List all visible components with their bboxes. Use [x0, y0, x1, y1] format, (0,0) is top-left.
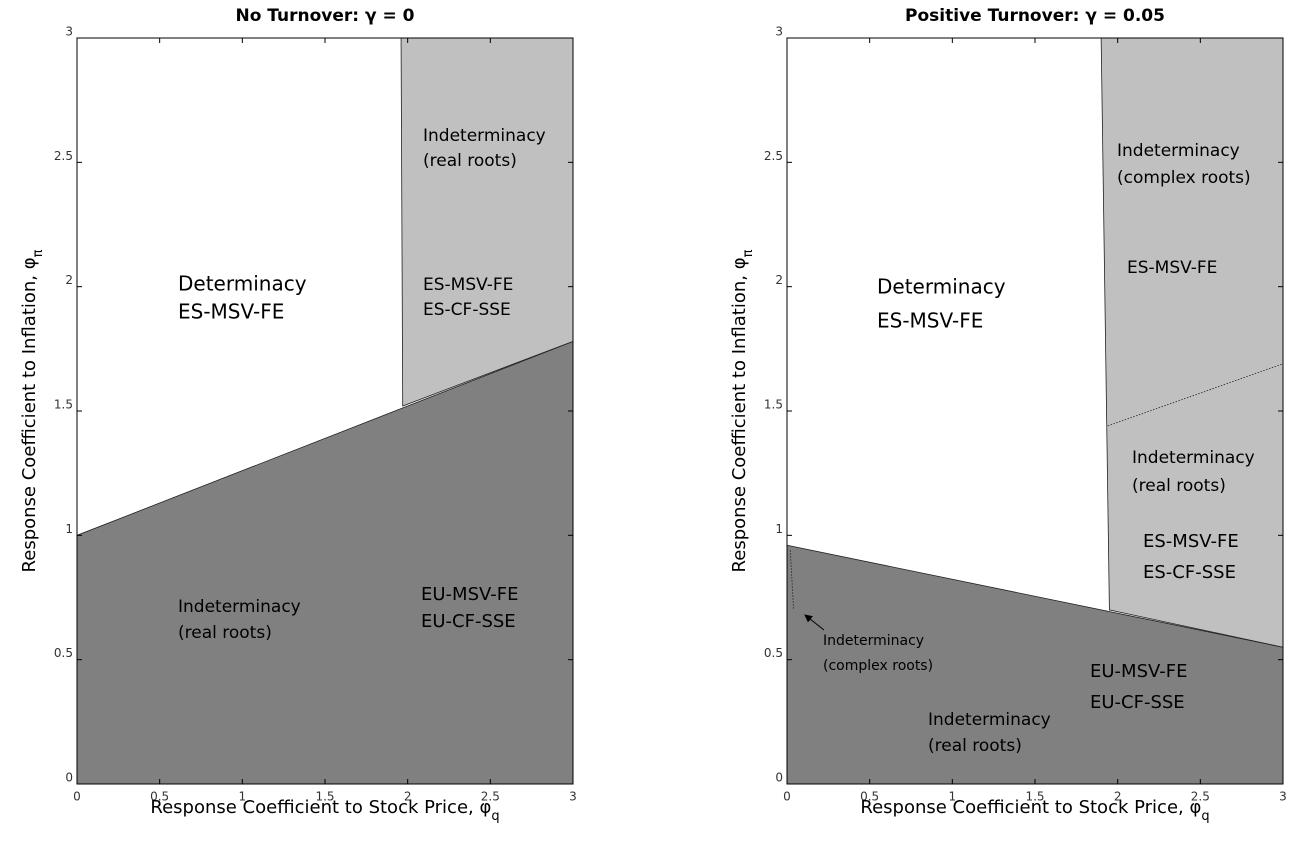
chart-title: Positive Turnover: γ = 0.05: [905, 6, 1165, 26]
boundary-line: [789, 550, 795, 610]
x-tick-label: 2.5: [481, 790, 500, 804]
region-label: ES-MSV-FE: [423, 275, 513, 295]
y-tick-label: 3: [775, 25, 783, 39]
region-label: ES-CF-SSE: [1143, 562, 1236, 583]
region-label: Indeterminacy: [178, 597, 301, 617]
x-axis-label-text: Response Coefficient to Stock Price, φ: [150, 797, 491, 818]
y-tick-label: 0.5: [54, 646, 73, 660]
y-axis-label: Response Coefficient to Inflation, φπ: [729, 249, 756, 572]
x-tick-label: 0: [783, 790, 791, 804]
x-tick-label: 3: [1279, 790, 1287, 804]
y-tick-label: 2: [65, 273, 73, 287]
chart-title: No Turnover: γ = 0: [235, 6, 414, 26]
x-tick-label: 2: [404, 790, 412, 804]
x-tick-label: 1.5: [315, 790, 334, 804]
y-tick-label: 3: [65, 25, 73, 39]
region-label: Determinacy: [877, 275, 1006, 299]
y-tick-label: 2.5: [764, 149, 783, 163]
region: [1100, 37, 1284, 648]
boundary-line: [1107, 363, 1284, 427]
region-label: EU-CF-SSE: [421, 611, 516, 632]
x-axis-label: Response Coefficient to Stock Price, φq: [860, 797, 1209, 824]
y-tick-label: 2: [775, 273, 783, 287]
region-label: ES-CF-SSE: [423, 300, 511, 320]
x-tick-label: 0: [73, 790, 81, 804]
region: [400, 37, 574, 407]
y-tick-label: 0: [775, 771, 783, 785]
y-tick-label: 2.5: [54, 149, 73, 163]
y-axis-label: Response Coefficient to Inflation, φπ: [19, 249, 46, 572]
y-tick-label: 0: [65, 771, 73, 785]
y-tick-label: 1: [65, 522, 73, 536]
x-tick-label: 2: [1114, 790, 1122, 804]
y-tick-label: 1.5: [764, 398, 783, 412]
region-label: ES-MSV-FE: [877, 309, 983, 333]
x-tick-label: 1: [949, 790, 957, 804]
region-label: EU-MSV-FE: [421, 584, 518, 605]
y-axis-label-sub: π: [741, 249, 756, 257]
region-label: (real roots): [1132, 476, 1226, 496]
y-axis-label-text: Response Coefficient to Inflation, φ: [19, 257, 40, 572]
y-tick-label: 1.5: [54, 398, 73, 412]
x-axis-label-text: Response Coefficient to Stock Price, φ: [860, 797, 1201, 818]
region-label: (complex roots): [1117, 168, 1251, 188]
x-tick-label: 3: [569, 790, 577, 804]
x-tick-label: 1: [239, 790, 247, 804]
region-label: Indeterminacy: [928, 710, 1051, 730]
region-label: EU-MSV-FE: [1090, 661, 1187, 682]
region-label: ES-MSV-FE: [1127, 258, 1217, 278]
region-label: (real roots): [928, 736, 1022, 756]
y-axis-label-sub: π: [31, 249, 46, 257]
region-label: ES-MSV-FE: [1143, 531, 1239, 552]
region-label: Indeterminacy: [1132, 448, 1255, 468]
region-label: (real roots): [423, 151, 517, 171]
region-label: (real roots): [178, 623, 272, 643]
y-tick-label: 1: [775, 522, 783, 536]
x-tick-label: 1.5: [1025, 790, 1044, 804]
region-label: (complex roots): [823, 658, 933, 674]
x-tick-label: 0.5: [150, 790, 169, 804]
x-tick-label: 0.5: [860, 790, 879, 804]
region-label: Determinacy: [178, 272, 307, 296]
annotation-arrow: [804, 614, 825, 631]
region-label: EU-CF-SSE: [1090, 692, 1185, 713]
x-axis-label-sub: q: [1201, 809, 1209, 824]
x-axis-label-sub: q: [491, 809, 499, 824]
y-axis-label-text: Response Coefficient to Inflation, φ: [729, 257, 750, 572]
x-axis-label: Response Coefficient to Stock Price, φq: [150, 797, 499, 824]
region-label: Indeterminacy: [423, 126, 546, 146]
region-label: Indeterminacy: [823, 633, 924, 649]
y-tick-label: 0.5: [764, 646, 783, 660]
region-label: Indeterminacy: [1117, 141, 1240, 161]
region-label: ES-MSV-FE: [178, 300, 284, 324]
x-tick-label: 2.5: [1191, 790, 1210, 804]
